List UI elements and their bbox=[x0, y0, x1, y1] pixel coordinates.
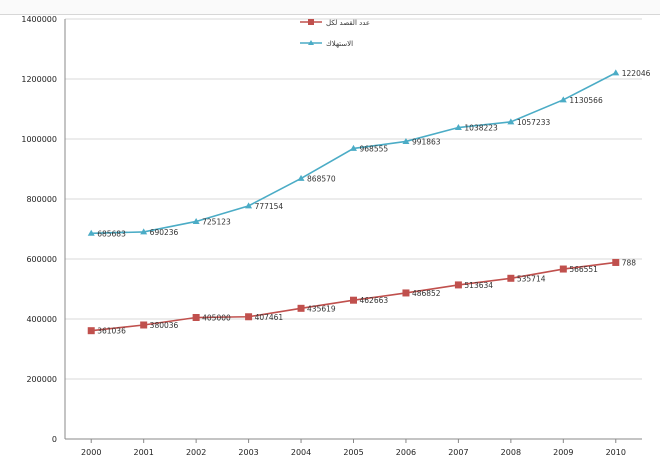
data-label-series-1: 725123 bbox=[202, 217, 231, 226]
data-label-series-1: 690236 bbox=[150, 228, 179, 237]
data-label-series-2: 535714 bbox=[517, 274, 546, 283]
data-label-series-1: 991863 bbox=[412, 137, 441, 146]
y-tick-label: 200000 bbox=[26, 375, 57, 384]
data-point-series-2 bbox=[612, 258, 620, 266]
data-point-series-2 bbox=[245, 313, 253, 321]
data-label-series-2: 380036 bbox=[150, 321, 179, 330]
data-label-series-2: 435619 bbox=[307, 304, 336, 313]
x-tick-label: 2003 bbox=[238, 448, 258, 457]
y-tick-label: 1000000 bbox=[21, 135, 57, 144]
data-label-series-2: 513634 bbox=[464, 281, 493, 290]
data-label-series-1: 685683 bbox=[97, 229, 126, 238]
data-point-series-2 bbox=[297, 304, 305, 312]
data-label-series-1: 968555 bbox=[360, 144, 389, 153]
x-tick-label: 2000 bbox=[81, 448, 101, 457]
data-label-series-2: 405000 bbox=[202, 314, 231, 323]
x-tick-label: 2002 bbox=[186, 448, 206, 457]
data-point-series-1 bbox=[245, 202, 253, 209]
y-tick-label: 1200000 bbox=[21, 75, 57, 84]
y-tick-label: 800000 bbox=[26, 195, 57, 204]
data-point-series-1 bbox=[297, 174, 305, 181]
data-label-series-2: 407461 bbox=[255, 313, 284, 322]
data-label-series-1: 1038223 bbox=[464, 124, 498, 133]
data-point-series-1 bbox=[402, 137, 410, 144]
data-label-series-1: 1130566 bbox=[569, 96, 603, 105]
legend-label-series-1: الاستهلاك bbox=[326, 40, 353, 48]
data-label-series-2: 566551 bbox=[569, 265, 598, 274]
x-tick-label: 2008 bbox=[501, 448, 521, 457]
data-label-series-2: 788 bbox=[622, 258, 637, 267]
data-label-series-1: 122046 bbox=[622, 69, 651, 78]
x-tick-label: 2009 bbox=[553, 448, 573, 457]
legend-swatch-marker bbox=[308, 19, 314, 25]
data-point-series-1 bbox=[140, 228, 148, 235]
x-tick-label: 2004 bbox=[291, 448, 311, 457]
legend-label-series-2: عدد القصد لكل bbox=[326, 19, 370, 27]
data-point-series-1 bbox=[612, 69, 620, 76]
data-label-series-1: 868570 bbox=[307, 174, 336, 183]
data-point-series-2 bbox=[350, 296, 357, 304]
x-tick-label: 2005 bbox=[343, 448, 363, 457]
x-tick-label: 2007 bbox=[448, 448, 468, 457]
x-tick-label: 2010 bbox=[606, 448, 626, 457]
data-point-series-1 bbox=[192, 217, 200, 224]
y-tick-label: 1400000 bbox=[21, 15, 57, 24]
data-point-series-1 bbox=[559, 96, 567, 103]
data-label-series-1: 1057233 bbox=[517, 118, 551, 127]
data-label-series-2: 486852 bbox=[412, 289, 441, 298]
top-caption-strip bbox=[0, 0, 660, 15]
legend-swatch-marker bbox=[308, 40, 314, 45]
data-point-series-2 bbox=[454, 281, 462, 289]
data-label-series-2: 462663 bbox=[360, 296, 389, 305]
data-point-series-2 bbox=[559, 265, 567, 273]
data-point-series-2 bbox=[192, 314, 200, 321]
data-point-series-1 bbox=[454, 124, 462, 131]
y-tick-label: 400000 bbox=[26, 315, 57, 324]
data-point-series-2 bbox=[402, 289, 410, 297]
data-point-series-1 bbox=[87, 229, 95, 236]
data-point-series-2 bbox=[140, 321, 148, 329]
data-point-series-2 bbox=[507, 274, 515, 282]
data-point-series-2 bbox=[87, 327, 95, 335]
data-point-series-1 bbox=[507, 118, 515, 125]
data-label-series-2: 361036 bbox=[97, 327, 126, 336]
data-label-series-1: 777154 bbox=[255, 202, 284, 211]
series-line-1 bbox=[91, 72, 617, 235]
y-tick-label: 600000 bbox=[26, 255, 57, 264]
data-point-series-1 bbox=[350, 144, 357, 151]
x-tick-label: 2006 bbox=[396, 448, 416, 457]
x-tick-label: 2001 bbox=[134, 448, 154, 457]
y-tick-label: 0 bbox=[52, 435, 57, 444]
